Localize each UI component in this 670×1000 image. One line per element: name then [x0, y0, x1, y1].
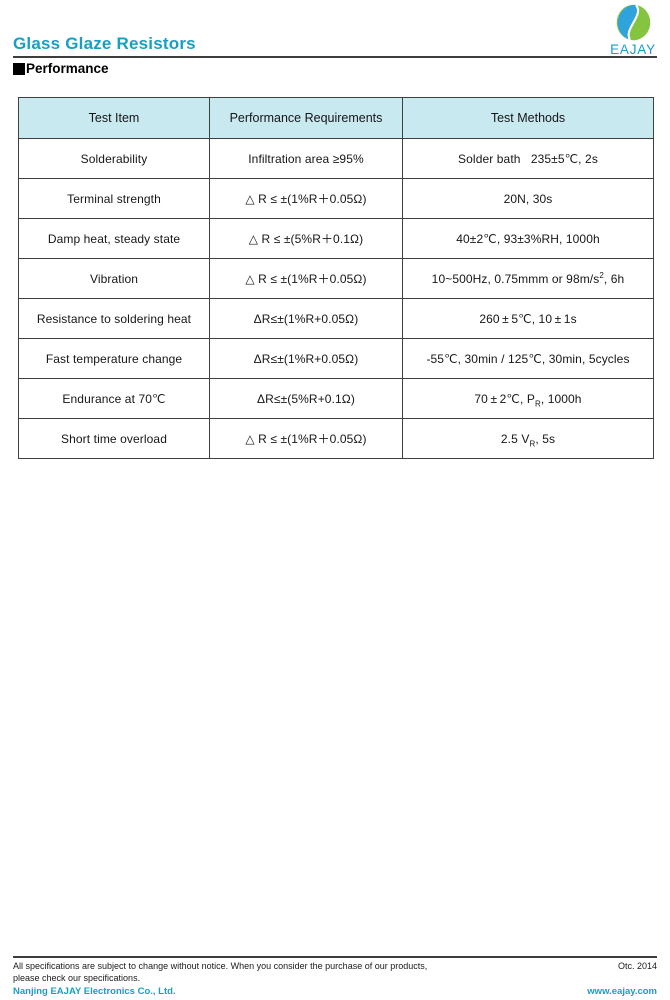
test-method-cell: 2.5 VR, 5s — [402, 418, 654, 459]
table-row: Endurance at 70℃ ΔR≤±(5%R+0.1Ω) 70 ± 2℃, P… — [18, 378, 654, 419]
page-footer: All specifications are subject to change… — [13, 956, 657, 998]
test-item-cell: Resistance to soldering heat — [18, 298, 210, 339]
performance-requirement-cell: ΔR≤±(5%R+0.1Ω) — [209, 378, 403, 419]
disclaimer-line2: please check our specifications. — [13, 972, 141, 983]
column-header-test-methods: Test Methods — [402, 97, 654, 139]
section-title: Performance — [26, 61, 109, 76]
test-item-cell: Terminal strength — [18, 178, 210, 219]
performance-requirement-cell: △ R ≤ ±(1%R＋0.05Ω) — [209, 178, 403, 219]
performance-requirement-cell: Infiltration area ≥95% — [209, 138, 403, 179]
table-row: Resistance to soldering heat ΔR≤±(1%R+0.0… — [18, 298, 654, 339]
website-url: www.eajay.com — [587, 986, 657, 997]
page-title: Glass Glaze Resistors — [13, 34, 196, 53]
footer-date: Otc. 2014 — [617, 961, 657, 971]
test-method-cell: 10~500Hz, 0.75mmm or 98m/s2, 6h — [402, 258, 654, 299]
table-row: Damp heat, steady state △ R ≤ ±(5%R＋0.1Ω)… — [18, 218, 654, 259]
performance-requirement-cell: ΔR≤±(1%R+0.05Ω) — [209, 338, 403, 379]
column-header-test-item: Test Item — [18, 97, 210, 139]
table-header-row: Test Item Performance Requirements Test … — [18, 97, 654, 139]
company-logo: EAJAY — [604, 4, 662, 57]
test-method-cell: -55℃, 30min / 125℃, 30min, 5cycles — [402, 338, 654, 379]
header-divider — [13, 56, 657, 58]
table-row: Solderability Infiltration area ≥95% Solde… — [18, 138, 654, 179]
footer-left: All specifications are subject to change… — [13, 961, 427, 998]
footer-right: Otc. 2014 www.eajay.com — [587, 961, 657, 998]
test-method-cell: 70 ± 2℃, PR, 1000h — [402, 378, 654, 419]
section-bullet-icon — [13, 62, 25, 75]
test-item-cell: Vibration — [18, 258, 210, 299]
eajay-leaf-icon — [616, 4, 650, 41]
test-method-cell: 260 ± 5℃, 10 ± 1s — [402, 298, 654, 339]
test-method-cell: 40±2℃, 93±3%RH, 1000h — [402, 218, 654, 259]
logo-text: EAJAY — [610, 42, 656, 57]
performance-requirement-cell: △ R ≤ ±(1%R＋0.05Ω) — [209, 418, 403, 459]
test-item-cell: Endurance at 70℃ — [18, 378, 210, 419]
table-row: Fast temperature change ΔR≤±(1%R+0.05Ω) -5… — [18, 338, 654, 379]
column-header-performance-requirements: Performance Requirements — [209, 97, 403, 139]
company-name: Nanjing EAJAY Electronics Co., Ltd. — [13, 986, 176, 997]
test-item-cell: Short time overload — [18, 418, 210, 459]
table-row: Short time overload △ R ≤ ±(1%R＋0.05Ω) 2.5… — [18, 418, 654, 459]
test-method-cell: Solder bath 235±5℃, 2s — [402, 138, 654, 179]
test-method-cell: 20N, 30s — [402, 178, 654, 219]
performance-requirement-cell: ΔR≤±(1%R+0.05Ω) — [209, 298, 403, 339]
footer-divider — [13, 956, 657, 958]
performance-table: Test Item Performance Requirements Test … — [18, 97, 654, 459]
performance-requirement-cell: △ R ≤ ±(5%R＋0.1Ω) — [209, 218, 403, 259]
test-item-cell: Damp heat, steady state — [18, 218, 210, 259]
table-row: Terminal strength △ R ≤ ±(1%R＋0.05Ω) 20N, … — [18, 178, 654, 219]
disclaimer-line1: All specifications are subject to change… — [13, 961, 428, 971]
section-heading: Performance — [13, 61, 109, 76]
test-item-cell: Solderability — [18, 138, 210, 179]
table-row: Vibration △ R ≤ ±(1%R＋0.05Ω) 10~500Hz, 0.7… — [18, 258, 654, 299]
test-item-cell: Fast temperature change — [18, 338, 210, 379]
performance-requirement-cell: △ R ≤ ±(1%R＋0.05Ω) — [209, 258, 403, 299]
